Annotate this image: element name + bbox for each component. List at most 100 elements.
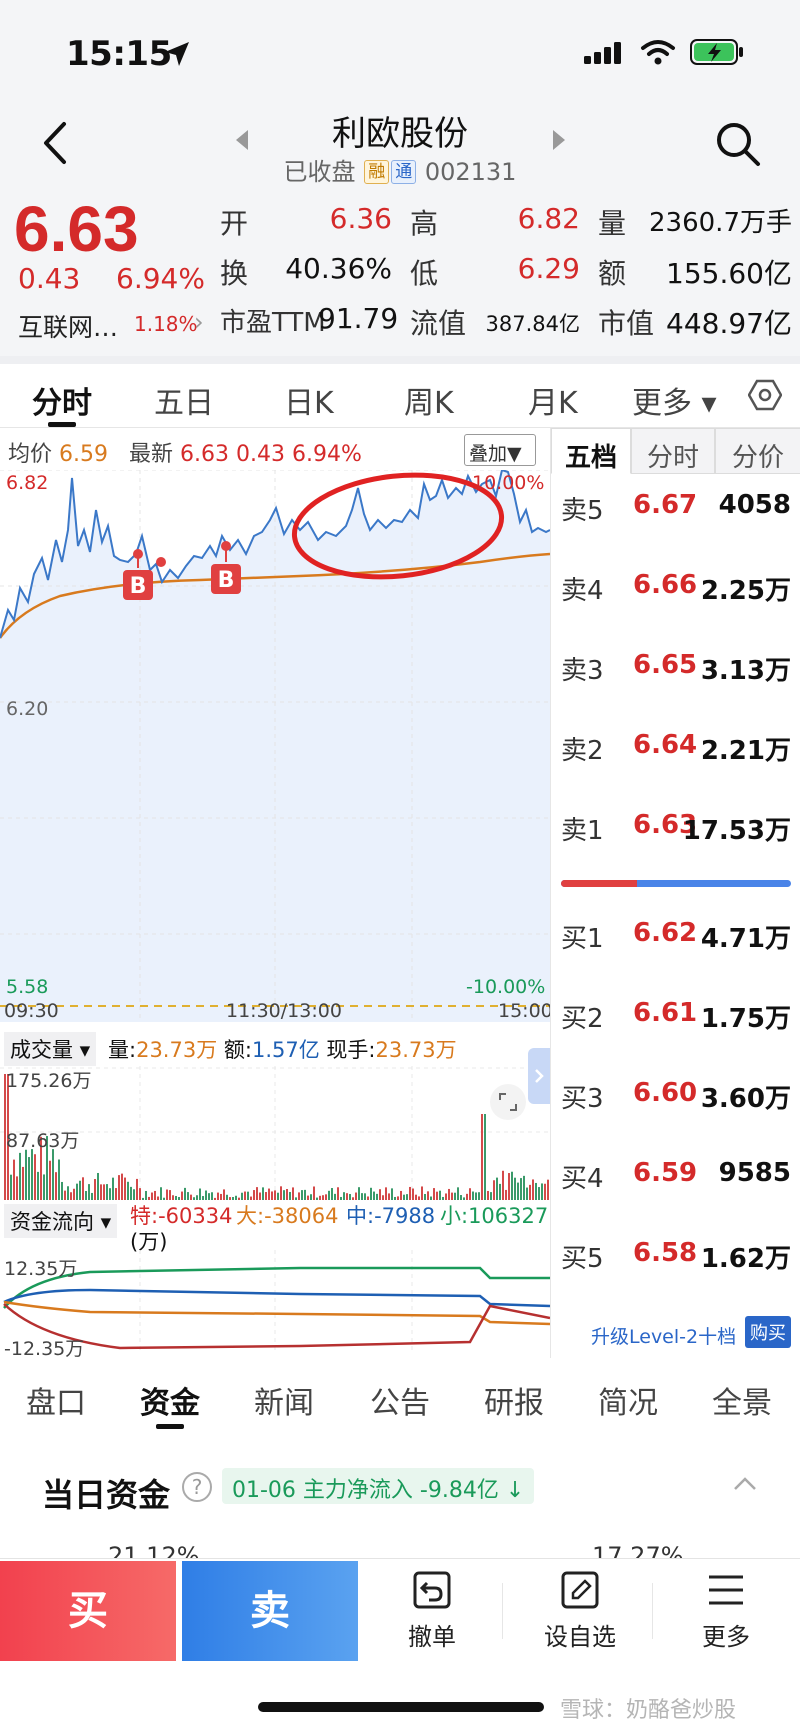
overlay-dropdown[interactable]: 叠加▼ xyxy=(464,434,536,466)
tab-daily-k[interactable]: 日K xyxy=(284,386,334,421)
sell-button[interactable]: 卖 xyxy=(182,1561,358,1661)
bid-volume: 9585 xyxy=(718,1158,791,1188)
x-axis-start: 09:30 xyxy=(4,1000,59,1022)
volume-bar xyxy=(235,1195,237,1200)
volume-bar xyxy=(172,1195,174,1200)
tab-capital[interactable]: 资金 xyxy=(140,1386,200,1421)
volume-bar xyxy=(319,1195,321,1200)
buy-button[interactable]: 买 xyxy=(0,1561,176,1661)
fund-flow-header: 资金流向 ▾ 特:-60334 大:-38064 中:-7988 小:10632… xyxy=(0,1198,550,1258)
volume-bar xyxy=(202,1196,204,1200)
bid-row[interactable]: 买2 6.61 1.75万 xyxy=(551,994,800,1034)
volume-bar xyxy=(163,1197,165,1200)
tab-five-day[interactable]: 五日 xyxy=(154,386,214,421)
volume-bar xyxy=(130,1186,132,1200)
volume-indicator-dropdown[interactable]: 成交量 ▾ xyxy=(4,1032,97,1066)
volume-axis-mid: 87.63万 xyxy=(6,1130,80,1152)
ask-price: 6.67 xyxy=(633,490,698,520)
flow-line-medium xyxy=(3,1288,550,1308)
volume-bar xyxy=(343,1192,345,1200)
chart-settings-icon[interactable] xyxy=(748,378,782,412)
volume-bar xyxy=(214,1197,216,1200)
chevron-right-icon[interactable]: › xyxy=(194,308,204,336)
volume-bar xyxy=(376,1193,378,1200)
volume-bar xyxy=(280,1186,282,1200)
tab-tick[interactable]: 分时 xyxy=(631,428,715,474)
fund-flow-dropdown[interactable]: 资金流向 ▾ xyxy=(4,1204,118,1238)
previous-stock-icon[interactable] xyxy=(232,128,252,152)
tab-profile[interactable]: 简况 xyxy=(598,1386,658,1421)
tab-news[interactable]: 新闻 xyxy=(254,1386,314,1421)
purchase-button[interactable]: 购买 xyxy=(745,1316,791,1348)
volume-bar xyxy=(268,1188,270,1200)
volume-bar xyxy=(64,1190,66,1200)
ask-row[interactable]: 卖5 6.67 4058 xyxy=(551,486,800,526)
add-watchlist-button[interactable]: 设自选 xyxy=(520,1569,640,1652)
edit-icon xyxy=(561,1571,599,1609)
y-axis-mid: 6.20 xyxy=(6,698,49,720)
volume-bar xyxy=(517,1182,519,1200)
ask-row[interactable]: 卖3 6.65 3.13万 xyxy=(551,646,800,686)
chevron-up-icon[interactable] xyxy=(732,1474,758,1492)
tab-announcements[interactable]: 公告 xyxy=(370,1386,430,1421)
volume-bar xyxy=(142,1197,144,1200)
back-arrow-icon[interactable] xyxy=(36,118,76,168)
battery-charging-icon xyxy=(690,39,743,65)
intraday-chart-area: 均价 6.59 最新 6.63 0.43 6.94% 叠加▼ B xyxy=(0,428,553,1360)
tab-price-volume[interactable]: 分价 xyxy=(715,428,800,474)
bid-level-label: 买4 xyxy=(561,1164,604,1194)
ask-row[interactable]: 卖1 6.63 17.53万 xyxy=(551,806,800,846)
volume-bar xyxy=(448,1188,450,1200)
bid-row[interactable]: 买5 6.58 1.62万 xyxy=(551,1234,800,1274)
help-icon[interactable]: ? xyxy=(182,1472,212,1502)
search-icon[interactable] xyxy=(712,118,764,170)
volume-bar xyxy=(358,1187,360,1200)
tab-five-levels[interactable]: 五档 xyxy=(551,428,631,474)
tab-weekly-k[interactable]: 周K xyxy=(404,386,454,421)
volume-bar xyxy=(547,1179,549,1200)
bid-volume: 4.71万 xyxy=(700,924,791,954)
volume-bar xyxy=(397,1196,399,1200)
last-price: 6.63 xyxy=(14,193,139,265)
ask-level-label: 卖5 xyxy=(561,496,604,526)
y-axis-low-percent: -10.00% xyxy=(466,976,546,998)
volume-bar xyxy=(253,1190,255,1200)
tab-monthly-k[interactable]: 月K xyxy=(528,386,578,421)
volume-bar xyxy=(289,1191,291,1200)
volume-bar xyxy=(196,1195,198,1200)
bid-row[interactable]: 买4 6.59 9585 xyxy=(551,1154,800,1194)
volume-bar xyxy=(169,1190,171,1200)
expand-handle[interactable] xyxy=(528,1048,550,1104)
bid-row[interactable]: 买3 6.60 3.60万 xyxy=(551,1074,800,1114)
vol-value: 23.73万 xyxy=(136,1038,218,1062)
open-value: 6.36 xyxy=(329,202,392,235)
tab-overview[interactable]: 全景 xyxy=(712,1386,772,1421)
sector-change-percent[interactable]: 1.18% xyxy=(134,312,198,336)
volume-bar xyxy=(310,1194,312,1200)
ask-row[interactable]: 卖4 6.66 2.25万 xyxy=(551,566,800,606)
undo-icon xyxy=(413,1571,451,1609)
ask-volume: 4058 xyxy=(718,490,791,520)
volume-bar xyxy=(121,1173,123,1200)
cancel-order-button[interactable]: 撤单 xyxy=(372,1569,492,1652)
ask-row[interactable]: 卖2 6.64 2.21万 xyxy=(551,726,800,766)
tab-intraday[interactable]: 分时 xyxy=(32,386,92,421)
price-chart[interactable]: B B xyxy=(0,470,550,1022)
more-button[interactable]: 更多 xyxy=(666,1569,786,1652)
ask-price: 6.64 xyxy=(633,730,698,760)
volume-bar xyxy=(208,1193,210,1200)
volume-bar xyxy=(292,1187,294,1200)
tab-more[interactable]: 更多 ▾ xyxy=(632,386,717,421)
fund-flow-chart[interactable] xyxy=(0,1250,550,1354)
upgrade-level2-link[interactable]: 升级Level-2十档 xyxy=(591,1326,737,1348)
volume-chart[interactable] xyxy=(0,1066,550,1200)
flow-medium: 中:-7988 xyxy=(346,1204,436,1228)
next-stock-icon[interactable] xyxy=(549,128,569,152)
bid-row[interactable]: 买1 6.62 4.71万 xyxy=(551,914,800,954)
home-indicator[interactable] xyxy=(258,1702,544,1712)
tab-research[interactable]: 研报 xyxy=(484,1386,544,1421)
ask-volume: 17.53万 xyxy=(682,816,791,846)
sector-name[interactable]: 互联网… xyxy=(18,313,119,342)
volume-bar xyxy=(271,1191,273,1200)
tab-order-summary[interactable]: 盘口 xyxy=(26,1386,86,1421)
